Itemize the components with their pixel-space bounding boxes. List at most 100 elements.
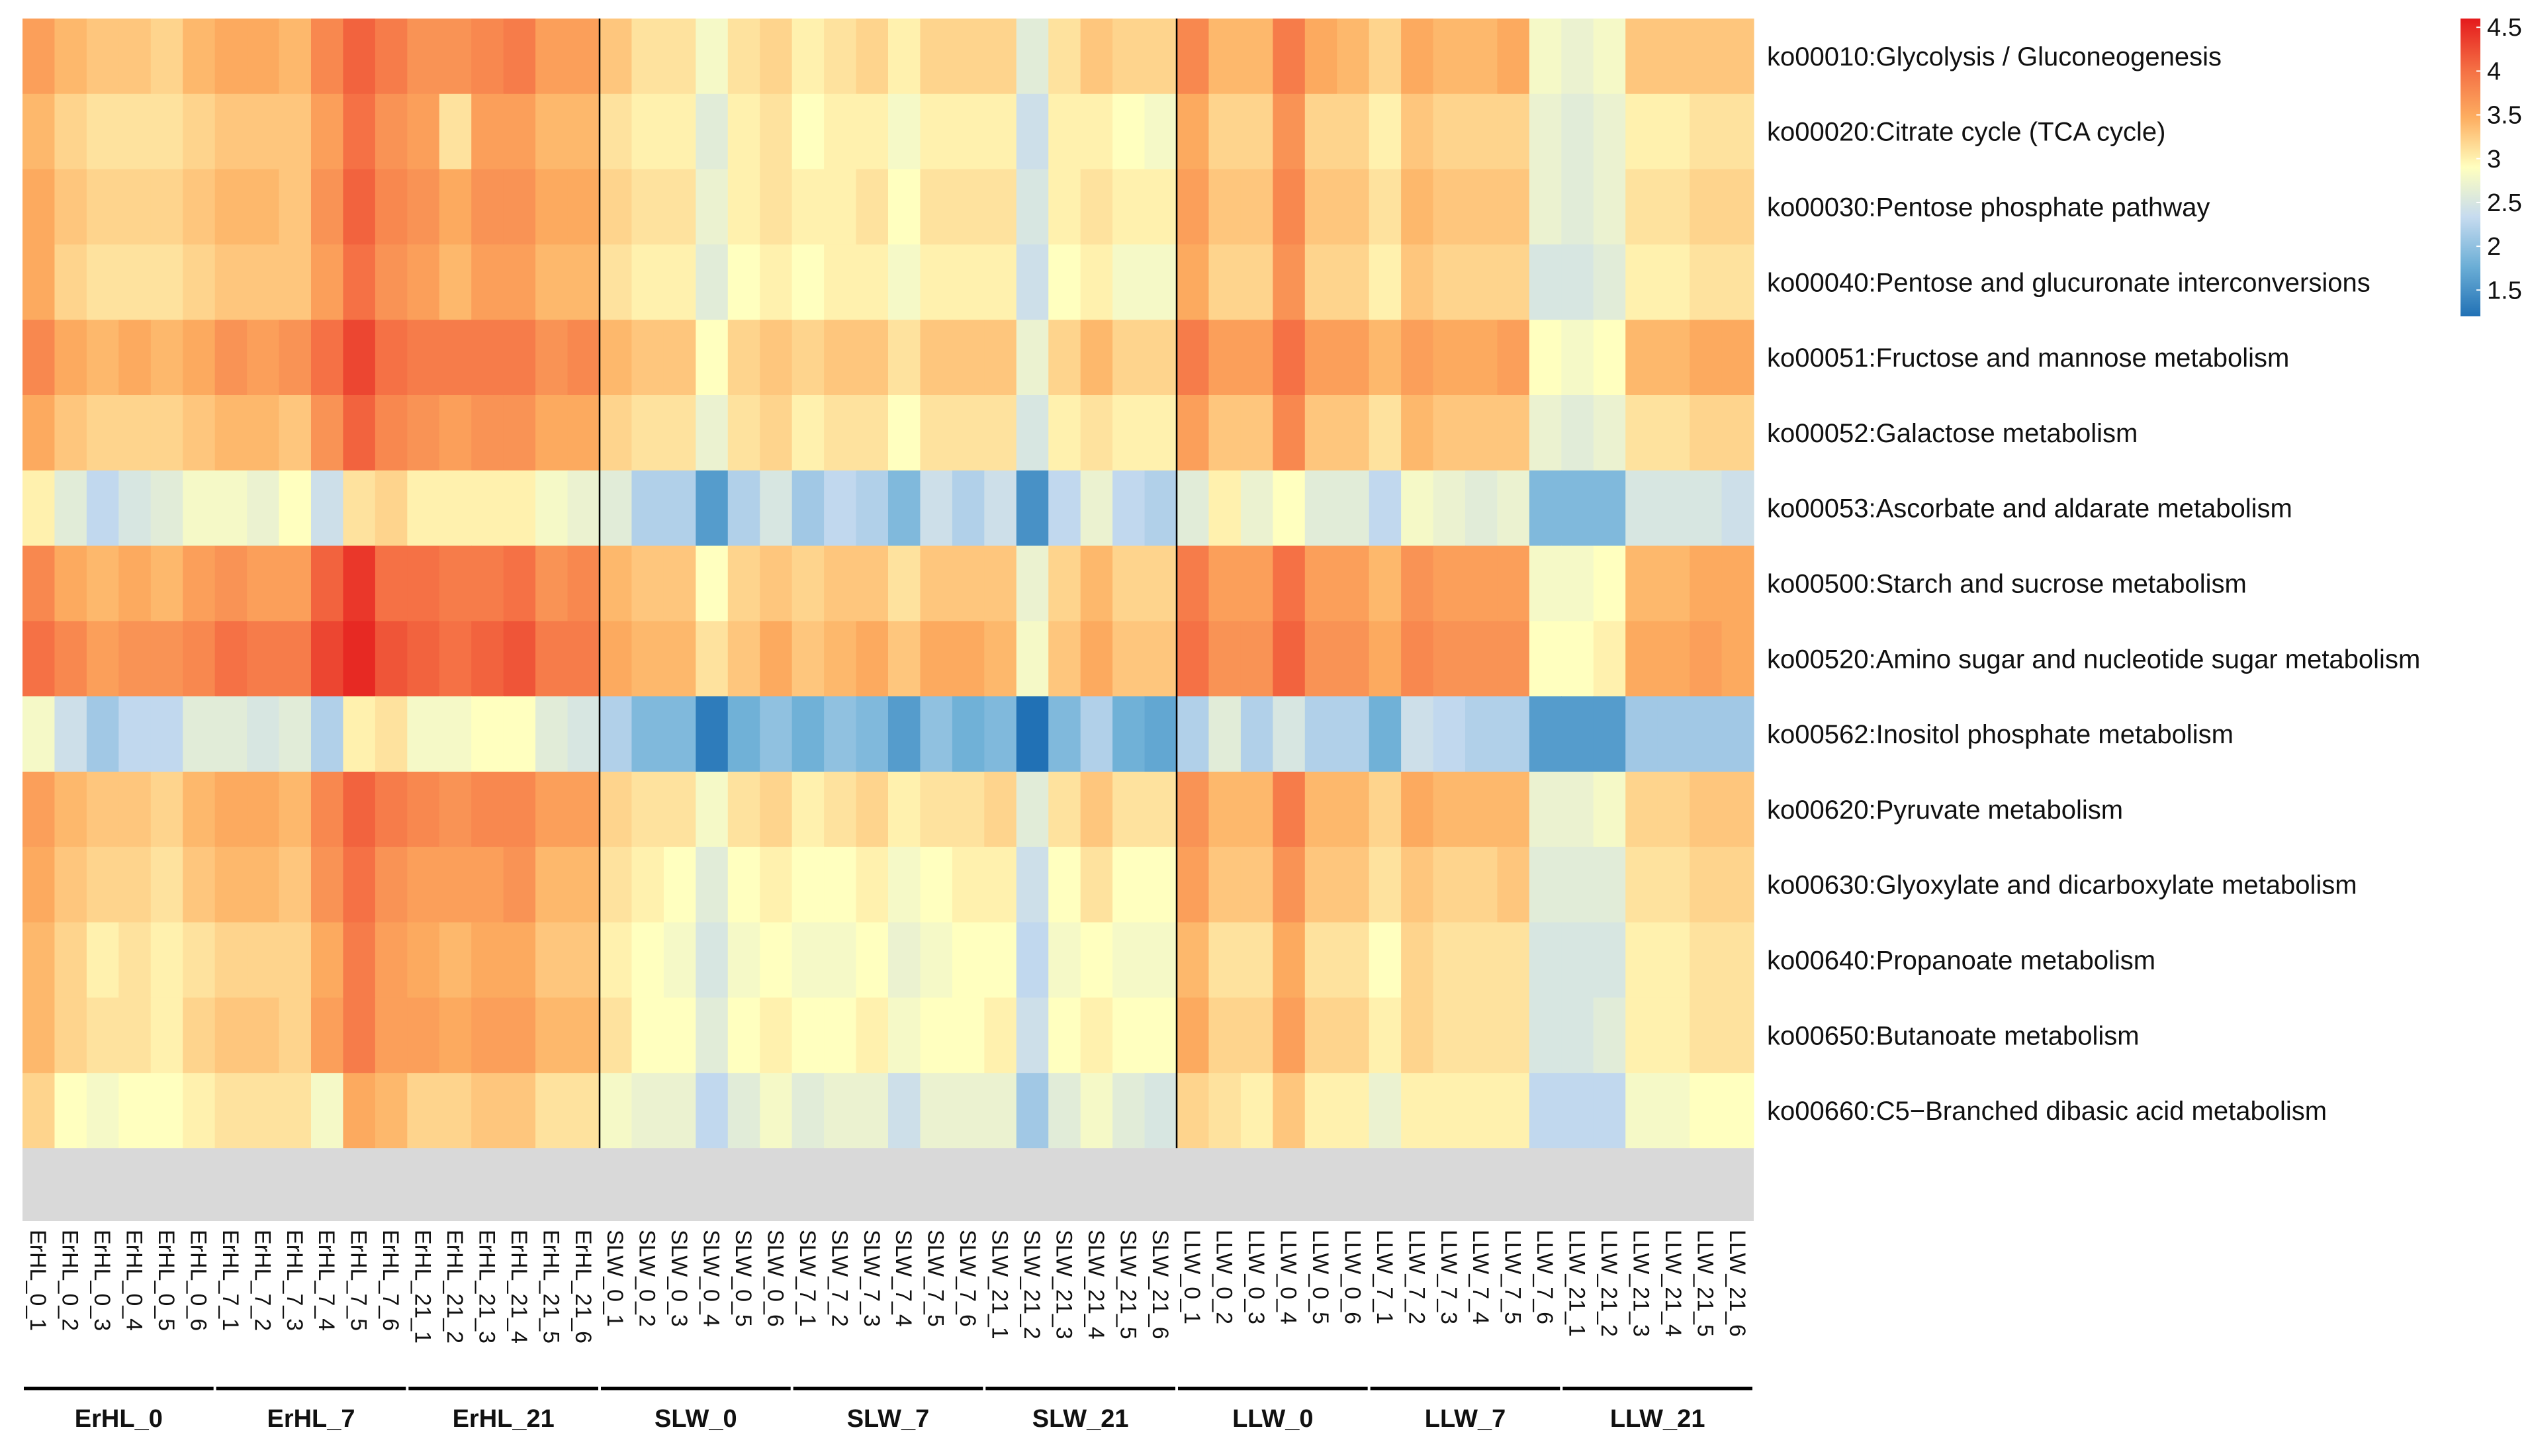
heatmap-cell bbox=[471, 19, 504, 95]
heatmap-cell bbox=[600, 772, 633, 848]
heatmap-cell bbox=[1208, 244, 1242, 320]
heatmap-cell bbox=[1177, 846, 1210, 923]
heatmap-cell bbox=[1112, 997, 1146, 1073]
heatmap-cell bbox=[856, 1073, 889, 1149]
heatmap-cell bbox=[150, 320, 183, 396]
heatmap-cell bbox=[567, 696, 600, 772]
heatmap-cell bbox=[311, 19, 344, 95]
heatmap-cell bbox=[920, 19, 953, 95]
heatmap-cell bbox=[1529, 1073, 1562, 1149]
heatmap-cell bbox=[439, 846, 472, 923]
heatmap-cell bbox=[696, 19, 729, 95]
heatmap-cell bbox=[1465, 1073, 1498, 1149]
heatmap-cell bbox=[696, 169, 729, 245]
heatmap-cell bbox=[86, 169, 119, 245]
heatmap-cell bbox=[407, 244, 440, 320]
heatmap-cell bbox=[1625, 244, 1658, 320]
heatmap-cell bbox=[407, 846, 440, 923]
heatmap-cell bbox=[1433, 470, 1466, 547]
heatmap-cell bbox=[1337, 1073, 1370, 1149]
heatmap-cell bbox=[663, 244, 696, 320]
heatmap-cell bbox=[1593, 395, 1626, 471]
heatmap-cell bbox=[23, 169, 56, 245]
heatmap-cell bbox=[1721, 621, 1754, 697]
heatmap-cell bbox=[1561, 244, 1594, 320]
legend-colorbar bbox=[2461, 19, 2480, 316]
column-label: SLW_21_3 bbox=[1051, 1230, 1076, 1340]
heatmap-cell bbox=[856, 93, 889, 170]
heatmap-cell bbox=[375, 1073, 408, 1149]
heatmap-cell bbox=[1465, 169, 1498, 245]
heatmap-cell bbox=[86, 1073, 119, 1149]
heatmap-cell bbox=[920, 696, 953, 772]
heatmap-cell bbox=[54, 621, 87, 697]
heatmap-cell bbox=[1048, 846, 1081, 923]
heatmap-cell bbox=[471, 696, 504, 772]
column-label: LLW_21_4 bbox=[1660, 1230, 1686, 1337]
heatmap-cell bbox=[439, 997, 472, 1073]
heatmap-cell bbox=[1657, 93, 1690, 170]
heatmap-cell bbox=[1465, 93, 1498, 170]
heatmap-cell bbox=[86, 244, 119, 320]
heatmap-cell bbox=[279, 1073, 312, 1149]
heatmap-cell bbox=[1465, 320, 1498, 396]
column-label: ErHL_21_2 bbox=[442, 1230, 467, 1343]
heatmap-cell bbox=[1208, 1073, 1242, 1149]
heatmap-cell bbox=[1240, 621, 1273, 697]
heatmap-cell bbox=[760, 470, 793, 547]
heatmap-cell bbox=[247, 395, 280, 471]
heatmap-cell bbox=[663, 470, 696, 547]
heatmap-cell bbox=[727, 470, 760, 547]
heatmap-cell bbox=[503, 395, 536, 471]
heatmap-cell bbox=[791, 772, 825, 848]
heatmap-cell bbox=[343, 997, 376, 1073]
heatmap-cell bbox=[696, 320, 729, 396]
column-label: SLW_0_3 bbox=[666, 1230, 692, 1327]
heatmap-cell bbox=[1690, 696, 1723, 772]
heatmap-cell bbox=[1369, 169, 1402, 245]
heatmap-cell bbox=[118, 470, 152, 547]
heatmap-cell bbox=[1465, 19, 1498, 95]
heatmap-cell bbox=[727, 1073, 760, 1149]
column-label: LLW_7_2 bbox=[1404, 1230, 1429, 1324]
heatmap-cell bbox=[1369, 846, 1402, 923]
heatmap-cell bbox=[183, 470, 216, 547]
heatmap-cell bbox=[503, 922, 536, 998]
heatmap-cell bbox=[1112, 545, 1146, 621]
group-labels: ErHL_0 ErHL_7 ErHL_21 SLW_0 SLW_7 SLW_21 LLW_0… bbox=[24, 1387, 1752, 1433]
heatmap-cell bbox=[471, 846, 504, 923]
heatmap-cell bbox=[1177, 93, 1210, 170]
heatmap-cell bbox=[118, 997, 152, 1073]
heatmap-cell bbox=[888, 545, 921, 621]
column-label: SLW_0_6 bbox=[762, 1230, 788, 1327]
heatmap-cell bbox=[183, 320, 216, 396]
heatmap-cell bbox=[631, 772, 664, 848]
heatmap-cell bbox=[1304, 621, 1337, 697]
heatmap-cell bbox=[631, 395, 664, 471]
heatmap-cell bbox=[1208, 470, 1242, 547]
heatmap-cell bbox=[631, 621, 664, 697]
heatmap-cell bbox=[791, 244, 825, 320]
heatmap-cell bbox=[727, 320, 760, 396]
heatmap-cell bbox=[118, 772, 152, 848]
heatmap-cell bbox=[150, 93, 183, 170]
heatmap-cell bbox=[1593, 320, 1626, 396]
heatmap-cell bbox=[86, 846, 119, 923]
heatmap-cell bbox=[952, 19, 985, 95]
heatmap-cell bbox=[1240, 244, 1273, 320]
heatmap-cell bbox=[888, 1073, 921, 1149]
column-label: ErHL_7_5 bbox=[346, 1230, 371, 1331]
heatmap-cell bbox=[1016, 772, 1049, 848]
heatmap-cell bbox=[1112, 169, 1146, 245]
heatmap-cell bbox=[535, 93, 568, 170]
legend-ticks: 4.5 4 3.5 3 2.5 2 1.5 bbox=[2476, 14, 2522, 304]
heatmap-cell bbox=[407, 545, 440, 621]
heatmap-cell bbox=[663, 93, 696, 170]
heatmap-cell bbox=[1048, 244, 1081, 320]
heatmap-cell bbox=[54, 772, 87, 848]
heatmap-cell bbox=[118, 846, 152, 923]
column-label: LLW_0_3 bbox=[1243, 1230, 1269, 1324]
heatmap-cell bbox=[535, 997, 568, 1073]
heatmap-cells bbox=[23, 19, 1754, 1149]
heatmap-cell bbox=[311, 320, 344, 396]
